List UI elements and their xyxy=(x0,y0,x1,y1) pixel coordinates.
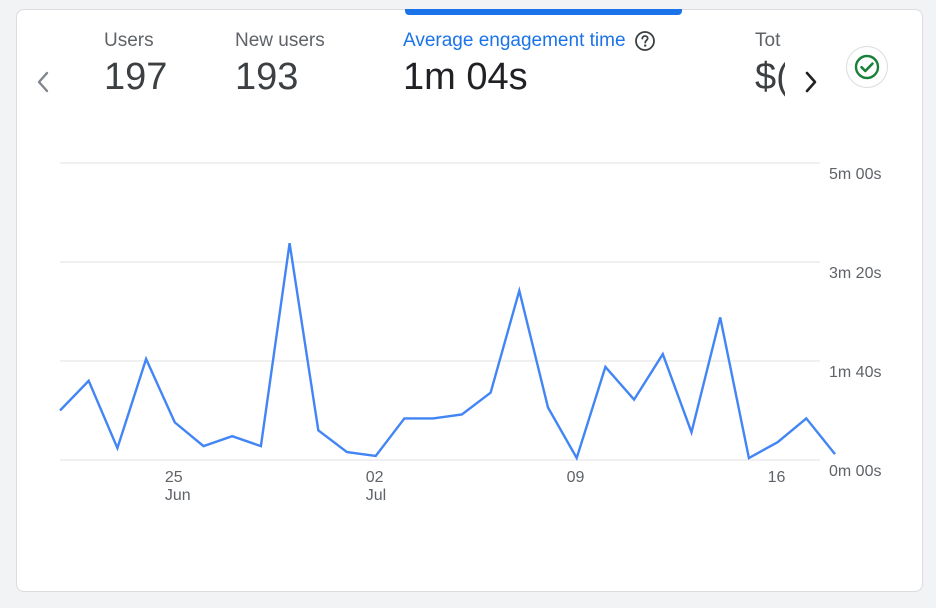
chevron-right-icon xyxy=(805,71,817,93)
y-tick-label: 3m 20s xyxy=(829,265,881,282)
series-line xyxy=(59,243,836,461)
tab-total-revenue[interactable]: Tot $( xyxy=(755,30,785,99)
x-tick-label: 02 xyxy=(366,469,384,486)
x-tick-label: 25 xyxy=(165,469,183,486)
metric-label: Users xyxy=(104,30,154,51)
active-tab-indicator xyxy=(405,9,682,15)
metric-value: 193 xyxy=(235,56,299,98)
report-card xyxy=(16,9,923,592)
previous-metrics-button[interactable] xyxy=(28,64,58,100)
x-tick-label: 16 xyxy=(768,469,786,486)
tab-users[interactable]: Users 197 xyxy=(104,30,167,99)
x-tick-sublabel: Jun xyxy=(165,487,191,504)
status-check-button[interactable] xyxy=(846,46,888,88)
tab-average-engagement-time[interactable]: Average engagement time 1m 04s xyxy=(403,30,656,99)
chevron-left-icon xyxy=(37,71,49,93)
metric-value: 197 xyxy=(104,56,168,98)
x-tick-sublabel: Jul xyxy=(366,487,386,504)
tab-new-users[interactable]: New users 193 xyxy=(235,30,325,99)
check-circle-icon xyxy=(854,54,880,80)
metric-value: 1m 04s xyxy=(403,56,528,98)
help-circle-icon[interactable] xyxy=(634,30,656,52)
metric-label: Tot xyxy=(755,30,781,51)
x-tick-label: 09 xyxy=(567,469,585,486)
metrics-tabs: Users 197 New users 193 Average engageme… xyxy=(60,30,785,130)
metric-label: Average engagement time xyxy=(403,30,626,51)
metric-value: $( xyxy=(755,56,785,98)
y-tick-label: 0m 00s xyxy=(829,463,881,480)
y-tick-label: 1m 40s xyxy=(829,364,881,381)
metric-label: New users xyxy=(235,30,325,51)
y-tick-label: 5m 00s xyxy=(829,166,881,183)
next-metrics-button[interactable] xyxy=(796,64,826,100)
